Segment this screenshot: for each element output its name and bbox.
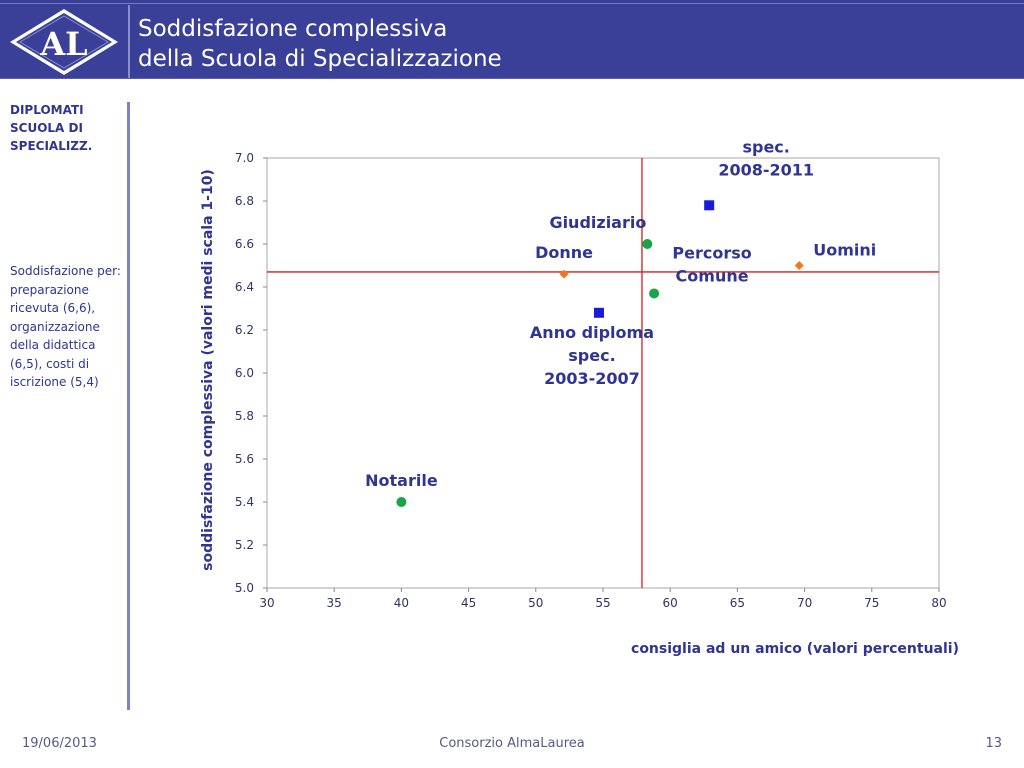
data-label: Percorso (672, 243, 751, 262)
data-label: Uomini (813, 241, 876, 260)
data-point-square (704, 200, 715, 211)
x-tick-label: 45 (461, 596, 476, 610)
x-axis-title: consiglia ad un amico (valori percentual… (631, 641, 959, 657)
data-label: 2008-2011 (718, 160, 814, 179)
x-tick-label: 35 (327, 596, 342, 610)
footer-date: 19/06/2013 (22, 736, 97, 751)
x-tick-label: 40 (394, 596, 409, 610)
y-tick-label: 6.4 (235, 280, 254, 294)
data-label: 2003-2007 (544, 369, 640, 388)
data-point-diamond (794, 261, 804, 270)
plot-area (266, 157, 940, 589)
y-tick-label: 6.2 (235, 323, 254, 337)
data-label: Anno diploma (530, 323, 654, 342)
data-label: Giudiziario (549, 213, 646, 232)
x-tick-label: 60 (663, 596, 678, 610)
data-point-circle (649, 288, 660, 299)
sidebar-heading: DIPLOMATI SCUOLA DI SPECIALIZZ. (10, 103, 93, 153)
data-point-square (593, 307, 604, 318)
header-separator (128, 5, 130, 78)
y-tick-label: 6.8 (235, 194, 254, 208)
x-tick-label: 50 (528, 596, 543, 610)
data-label: spec. (742, 140, 789, 156)
y-tick-label: 5.8 (235, 409, 254, 423)
sidebar-divider (127, 102, 130, 710)
x-tick-label: 80 (931, 596, 946, 610)
logo-text: AL (39, 25, 87, 63)
y-tick-label: 5.2 (235, 538, 254, 552)
x-tick-label: 55 (595, 596, 610, 610)
almalaurea-logo: AL (10, 9, 118, 75)
y-tick-label: 5.0 (235, 581, 254, 595)
data-label: Comune (676, 266, 749, 285)
page-title: Soddisfazione complessiva della Scuola d… (138, 14, 502, 74)
sidebar-text: Soddisfazione per: preparazione ricevuta… (10, 264, 121, 389)
y-axis-title: soddisfazione complessiva (valori medi s… (200, 169, 216, 571)
y-tick-label: 6.6 (235, 237, 254, 251)
x-tick-label: 65 (730, 596, 745, 610)
footer-organization: Consorzio AlmaLaurea (439, 736, 585, 751)
data-point-diamond (559, 269, 569, 279)
data-label: Donne (535, 243, 593, 262)
data-label: spec. (568, 346, 615, 365)
data-point-circle (642, 239, 653, 249)
data-point-circle (396, 497, 407, 507)
header-bar: AL Soddisfazione complessiva della Scuol… (0, 0, 1024, 79)
y-tick-label: 5.4 (235, 495, 254, 509)
data-label: Notarile (365, 471, 438, 490)
y-tick-label: 7.0 (235, 151, 254, 165)
x-tick-label: 70 (797, 596, 812, 610)
y-tick-label: 5.6 (235, 452, 254, 466)
header-top-line (0, 3, 1024, 4)
scatter-chart: 30 35 40 45 50 55 60 65 70 75 80 5.0 5.2 5.4 5.6 5.8 6.0… (200, 140, 959, 657)
x-tick-label: 30 (259, 596, 274, 610)
page-number: 13 (985, 736, 1002, 751)
title-line-1: Soddisfazione complessiva (138, 16, 448, 42)
y-tick-label: 6.0 (235, 366, 254, 380)
title-line-2: della Scuola di Specializzazione (138, 46, 502, 72)
x-tick-label: 75 (864, 596, 879, 610)
